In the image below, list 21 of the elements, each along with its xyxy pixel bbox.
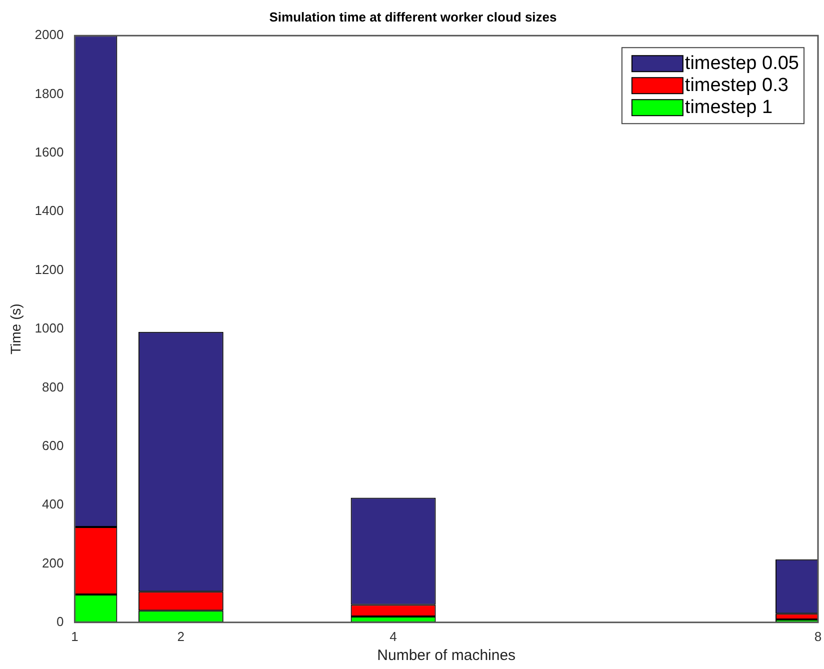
- y-tick-label: 800: [42, 379, 64, 394]
- y-tick-label: 0: [56, 614, 64, 629]
- y-axis-title: Time (s): [7, 304, 24, 354]
- chart-title: Simulation time at different worker cloud sizes: [269, 9, 557, 24]
- legend-label: timestep 1: [684, 96, 773, 118]
- y-tick-label: 400: [42, 496, 64, 512]
- y-tick-label: 1400: [34, 203, 64, 218]
- x-tick-label: 1: [71, 628, 78, 644]
- y-tick-label: 1000: [34, 320, 64, 336]
- legend-label: timestep 0.05: [684, 52, 800, 74]
- y-tick-label: 1200: [34, 262, 64, 277]
- x-tick-label: 4: [390, 628, 397, 644]
- legend-label: timestep 0.3: [684, 74, 788, 96]
- y-tick-label: 1800: [34, 86, 64, 101]
- x-tick-label: 8: [814, 628, 822, 644]
- x-tick-label: 2: [177, 628, 185, 644]
- y-tick-label: 2000: [34, 27, 64, 42]
- y-tick-label: 1600: [34, 144, 64, 160]
- x-axis-title: Number of machines: [377, 647, 516, 664]
- y-tick-label: 600: [42, 438, 64, 453]
- y-tick-label: 200: [42, 555, 64, 570]
